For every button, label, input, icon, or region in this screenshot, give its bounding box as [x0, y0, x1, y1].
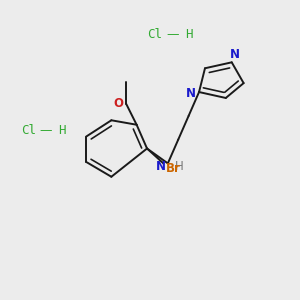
Text: Cl: Cl [21, 124, 36, 137]
Text: N: N [230, 48, 240, 62]
Text: —: — [40, 124, 52, 137]
Text: H: H [58, 124, 66, 137]
Text: H: H [185, 28, 192, 40]
Text: Cl: Cl [147, 28, 162, 40]
Text: O: O [114, 98, 124, 110]
Text: H: H [175, 160, 184, 173]
Text: —: — [166, 28, 178, 40]
Text: Br: Br [166, 162, 181, 175]
Text: N: N [155, 160, 165, 173]
Text: N: N [186, 87, 196, 100]
